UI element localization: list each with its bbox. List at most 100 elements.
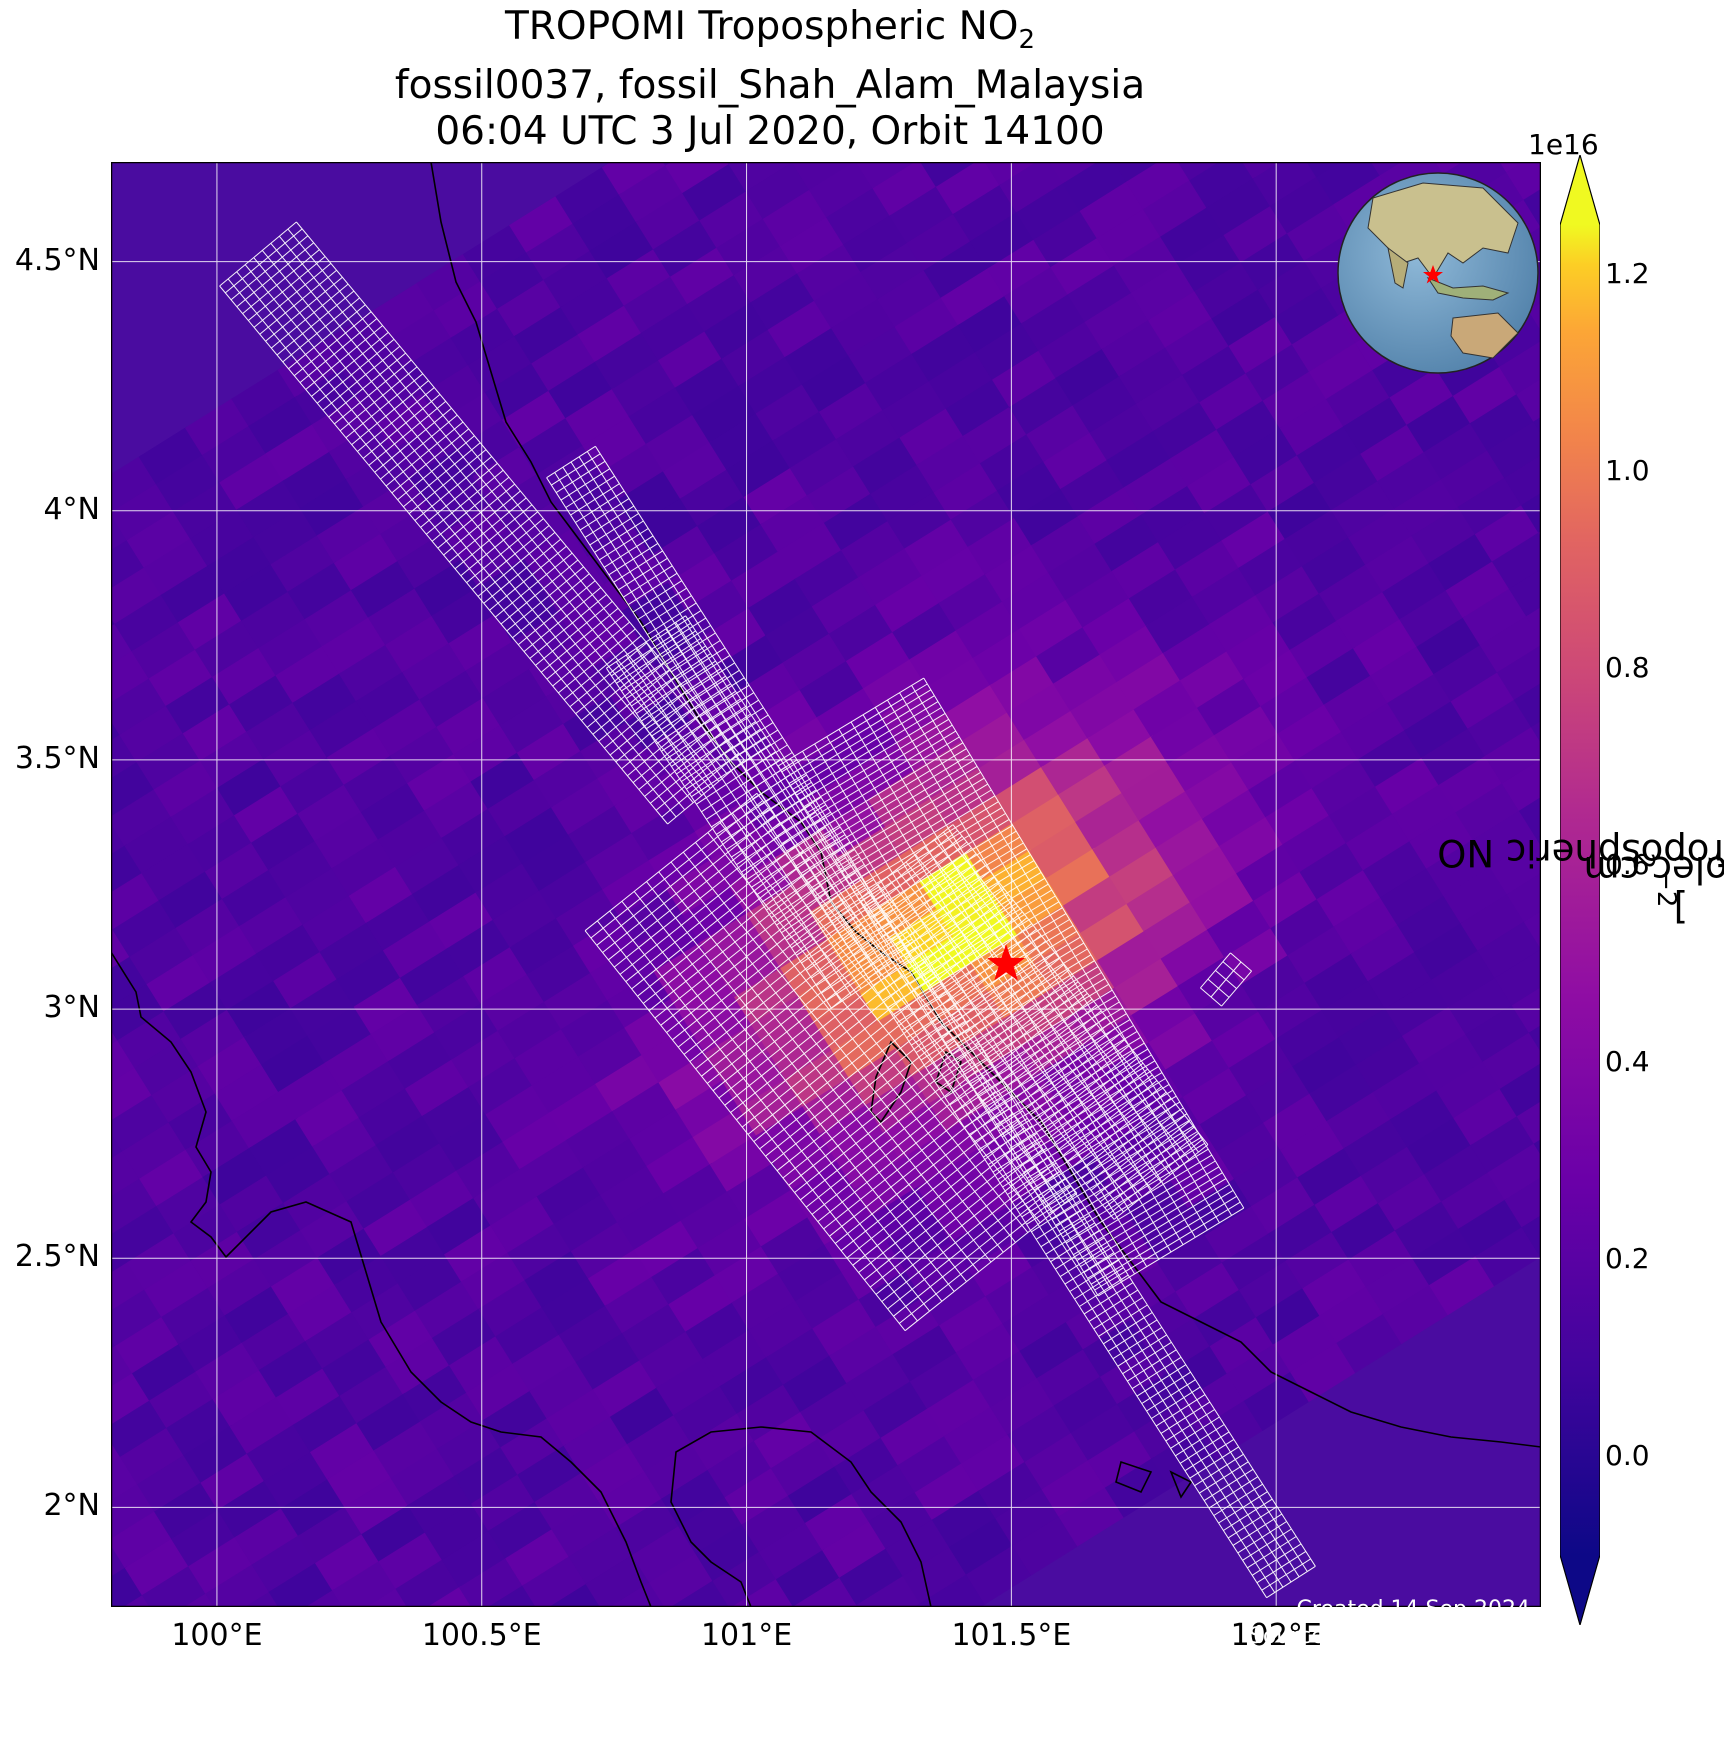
no2-pixel <box>822 1520 890 1581</box>
no2-pixel <box>1118 346 1187 407</box>
no2-pixel <box>644 1441 712 1502</box>
no2-pixel <box>224 1285 292 1346</box>
no2-pixel <box>1250 454 1318 515</box>
no2-pixel <box>488 1500 556 1562</box>
no2-pixel <box>645 413 714 475</box>
no2-pixel <box>111 649 153 711</box>
no2-pixel <box>612 1081 680 1142</box>
no2-pixel <box>670 968 738 1029</box>
no2-pixel <box>1511 975 1541 1036</box>
no2-pixel <box>421 1085 490 1147</box>
no2-pixel <box>175 897 243 958</box>
no2-pixel <box>397 531 465 592</box>
no2-pixel <box>882 380 950 441</box>
no2-pixel <box>309 1421 378 1483</box>
no2-pixel <box>139 1148 207 1209</box>
no2-pixel <box>158 870 226 931</box>
no2-pixel <box>1206 177 1274 238</box>
no2-pixel <box>1277 703 1345 764</box>
no2-pixel <box>463 945 531 1007</box>
no2-pixel <box>1148 1012 1216 1073</box>
no2-pixel <box>656 1357 724 1418</box>
no2-pixel <box>378 1531 446 1592</box>
no2-pixel <box>991 349 1060 410</box>
no2-pixel <box>548 360 616 421</box>
no2-pixel <box>748 1299 817 1361</box>
no2-pixel <box>424 1502 492 1563</box>
no2-pixel <box>1236 843 1304 904</box>
no2-pixel <box>666 1579 734 1607</box>
no2-pixel <box>431 1307 500 1369</box>
created-date: Created 14 Sep 2024 <box>1296 1597 1531 1622</box>
no2-pixel <box>565 1109 634 1171</box>
no2-pixel <box>492 889 560 950</box>
no2-pixel <box>187 814 255 875</box>
no2-pixel <box>945 378 1013 439</box>
no2-pixel <box>1199 372 1267 433</box>
no2-pixel <box>940 267 1008 328</box>
no2-pixel <box>497 1000 565 1061</box>
no2-pixel <box>148 648 216 709</box>
no2-pixel <box>1348 1229 1416 1290</box>
lat-tick-label: 4.5°N <box>14 242 100 278</box>
no2-pixel <box>502 1111 570 1172</box>
no2-pixel <box>1433 643 1501 705</box>
no2-pixel <box>1146 1317 1214 1378</box>
no2-pixel <box>743 466 811 528</box>
no2-pixel <box>568 804 636 865</box>
no2-pixel <box>343 754 411 815</box>
no2-pixel <box>926 1378 995 1439</box>
no2-pixel <box>1077 486 1145 547</box>
no2-pixel <box>221 868 290 930</box>
no2-pixel <box>1245 1065 1314 1126</box>
no2-pixel <box>316 505 384 566</box>
title-line3: 06:04 UTC 3 Jul 2020, Orbit 14100 <box>435 108 1105 154</box>
no2-pixel <box>168 1092 236 1153</box>
no2-pixel <box>478 1278 546 1340</box>
no2-map[interactable] <box>111 162 1541 1607</box>
title-line2: fossil0037, fossil_Shah_Alam_Malaysia <box>394 62 1146 108</box>
coastline-peninsula <box>430 162 1541 1448</box>
no2-pixel <box>1508 558 1541 619</box>
no2-pixel <box>973 1349 1041 1410</box>
no2-pixel <box>285 1589 354 1607</box>
no2-pixel <box>716 939 785 1000</box>
no2-pixel <box>577 1026 646 1087</box>
footprint-strip <box>1200 952 1252 1007</box>
no2-pixel <box>1142 179 1211 240</box>
no2-pixel <box>1023 709 1092 771</box>
no2-pixel <box>1389 1089 1458 1150</box>
no2-pixel <box>661 1468 729 1529</box>
no2-pixel <box>292 672 360 733</box>
no2-pixel <box>1228 315 1296 377</box>
map-panel[interactable] <box>111 162 1541 1607</box>
no2-pixel <box>1038 320 1106 381</box>
no2-pixel <box>1377 450 1445 512</box>
no2-pixel <box>631 1524 700 1586</box>
no2-pixel <box>933 462 1001 523</box>
no2-pixel <box>572 193 640 254</box>
no2-pixel <box>1416 616 1484 677</box>
no2-pixel <box>560 999 629 1060</box>
no2-pixel <box>424 780 492 841</box>
no2-pixel <box>329 1143 397 1205</box>
no2-pixel <box>172 481 241 542</box>
no2-pixel <box>726 439 794 500</box>
no2-pixel <box>1041 1459 1109 1520</box>
no2-pixel <box>1290 1341 1358 1403</box>
no2-pixel <box>528 638 597 700</box>
lat-tick-label: 4°N <box>43 491 100 527</box>
no2-pixel <box>931 1489 1000 1550</box>
lon-tick-label: 100°E <box>171 1618 263 1653</box>
no2-pixel <box>745 162 813 222</box>
no2-pixel <box>865 352 933 413</box>
no2-pixel <box>1130 262 1199 323</box>
no2-pixel <box>455 418 523 479</box>
no2-pixel <box>780 937 848 999</box>
no2-pixel <box>479 251 548 312</box>
no2-pixel <box>1131 984 1199 1046</box>
no2-pixel <box>1243 1370 1312 1431</box>
no2-pixel <box>111 1288 166 1349</box>
no2-pixel <box>692 1106 760 1168</box>
no2-pixel <box>712 1550 780 1607</box>
